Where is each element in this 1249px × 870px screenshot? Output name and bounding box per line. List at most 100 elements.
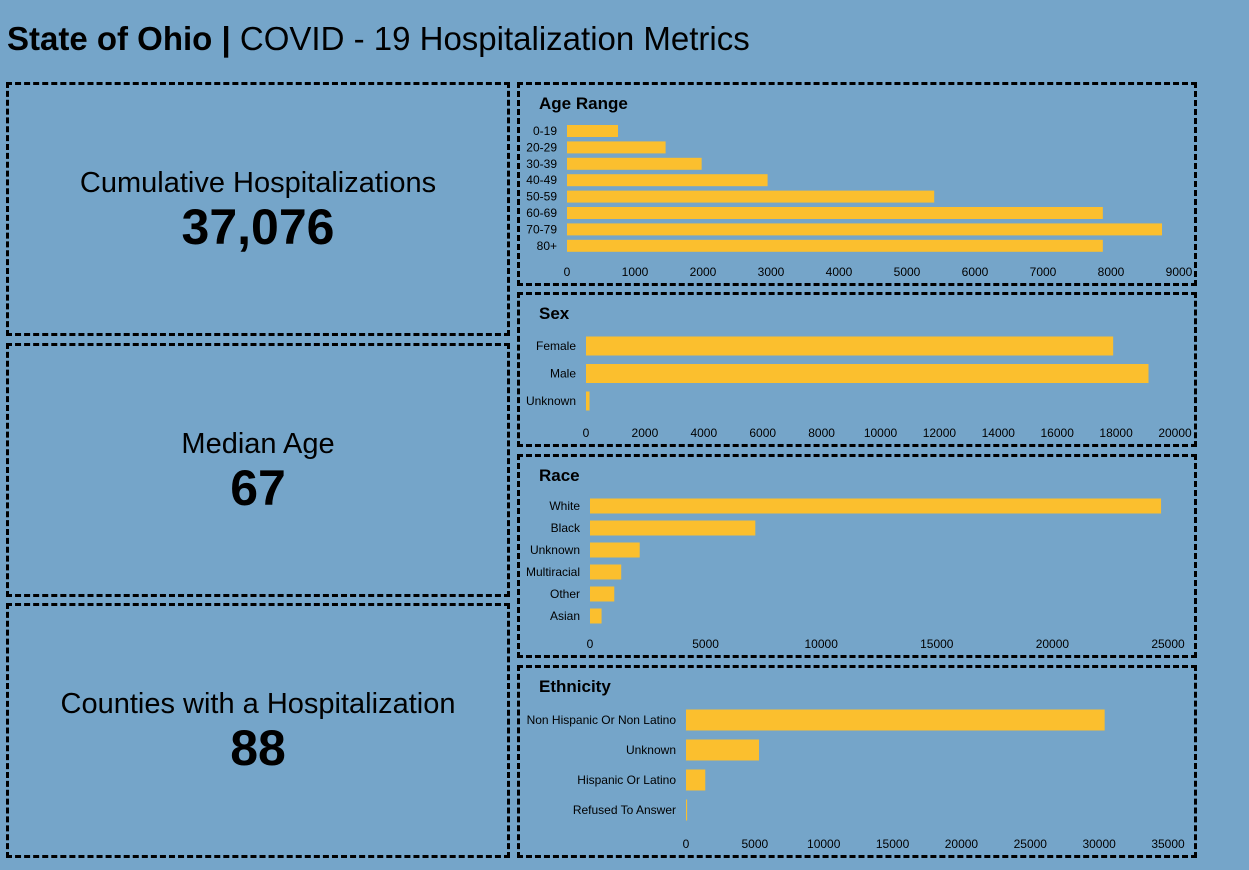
sex-x-tick-label: 0 [583, 426, 590, 440]
race-x-tick-label: 10000 [805, 637, 839, 651]
sex-category-label: Unknown [526, 394, 576, 408]
age-range-x-tick-label: 6000 [962, 265, 989, 279]
age-range-x-tick-label: 9000 [1166, 265, 1193, 279]
ethnicity-category-label: Non Hispanic Or Non Latino [527, 713, 677, 727]
ethnicity-chart: Ethnicity Non Hispanic Or Non Latino Unkno… [517, 665, 1197, 858]
page-title-rest: COVID - 19 Hospitalization Metrics [230, 20, 750, 57]
ethnicity-title: Ethnicity [539, 677, 611, 696]
age-range-category-label: 80+ [537, 239, 557, 253]
sex-bar [586, 364, 1149, 383]
age-range-chart: Age Range 0-19 20-29 30-39 40-49 50-59 60-69 70… [517, 82, 1197, 286]
ethnicity-bar [686, 739, 759, 761]
kpi-cumulative-label: Cumulative Hospitalizations [79, 166, 437, 199]
age-range-bar [567, 239, 1103, 252]
sex-bar [586, 336, 1114, 356]
age-range-x-tick-label: 0 [564, 265, 571, 279]
age-range-bar [567, 125, 618, 137]
age-range-x-tick-label: 4000 [826, 265, 853, 279]
ethnicity-x-tick-label: 30000 [1082, 837, 1116, 851]
sex-x-tick-label: 4000 [690, 426, 717, 440]
kpi-counties-value: 88 [230, 720, 286, 776]
ethnicity-bar [686, 709, 1105, 731]
ethnicity-chart-svg: Ethnicity Non Hispanic Or Non Latino Unkno… [527, 677, 1185, 851]
race-x-tick-label: 20000 [1036, 637, 1070, 651]
ethnicity-x-tick-label: 10000 [807, 837, 841, 851]
kpi-counties-label: Counties with a Hospitalization [60, 688, 456, 720]
race-chart-svg: Race White Black Unknown Multiracial Other Asi… [526, 466, 1185, 651]
age-range-bar [567, 141, 666, 154]
sex-x-tick-label: 8000 [808, 426, 835, 440]
age-range-x-tick-label: 8000 [1098, 265, 1125, 279]
kpi-cumulative-hospitalizations: Cumulative Hospitalizations 37,076 [6, 82, 510, 336]
age-range-bar [567, 174, 768, 187]
race-x-tick-label: 15000 [920, 637, 954, 651]
kpi-counties: Counties with a Hospitalization 88 [6, 603, 510, 858]
race-bar [590, 608, 602, 624]
race-category-label: Black [551, 521, 581, 535]
age-range-category-label: 0-19 [533, 124, 557, 138]
race-bar [590, 542, 640, 558]
page-title-bold: State of Ohio | [7, 20, 231, 57]
age-range-category-label: 40-49 [526, 173, 557, 187]
race-bar [590, 498, 1162, 514]
age-range-x-tick-label: 3000 [758, 265, 785, 279]
ethnicity-x-tick-label: 20000 [945, 837, 979, 851]
ethnicity-category-label: Refused To Answer [573, 803, 676, 817]
age-range-category-label: 70-79 [526, 222, 557, 236]
race-category-label: Multiracial [526, 565, 580, 579]
age-range-bar [567, 223, 1162, 236]
age-range-chart-svg: Age Range 0-19 20-29 30-39 40-49 50-59 60-69 70… [526, 94, 1193, 279]
kpi-median-age-value: 67 [230, 459, 286, 516]
sex-x-tick-label: 16000 [1041, 426, 1075, 440]
age-range-x-tick-label: 1000 [622, 265, 649, 279]
ethnicity-bar [686, 769, 706, 791]
sex-x-tick-label: 2000 [632, 426, 659, 440]
age-range-category-label: 30-39 [526, 157, 557, 171]
race-category-label: Asian [550, 609, 580, 623]
race-bar [590, 520, 756, 536]
age-range-x-tick-label: 7000 [1030, 265, 1057, 279]
ethnicity-x-tick-label: 25000 [1014, 837, 1048, 851]
age-range-category-label: 20-29 [526, 140, 557, 154]
age-range-x-tick-label: 2000 [690, 265, 717, 279]
ethnicity-bar [686, 799, 688, 821]
age-range-bar [567, 207, 1103, 219]
ethnicity-category-label: Unknown [626, 743, 676, 757]
ethnicity-x-tick-label: 15000 [876, 837, 910, 851]
ethnicity-x-tick-label: 0 [683, 837, 690, 851]
sex-x-tick-label: 10000 [864, 426, 898, 440]
sex-category-label: Male [550, 367, 576, 381]
race-x-tick-label: 5000 [692, 637, 719, 651]
ethnicity-category-label: Hispanic Or Latino [577, 773, 676, 787]
age-range-x-tick-label: 5000 [894, 265, 921, 279]
kpi-median-age: Median Age 67 [6, 343, 510, 597]
sex-chart: Sex Female Male Unknown 0 2000 4000 6000 8000 100… [517, 292, 1197, 447]
race-bar [590, 564, 622, 580]
age-range-title: Age Range [539, 94, 628, 113]
age-range-bar [567, 157, 702, 170]
race-x-tick-label: 25000 [1151, 637, 1185, 651]
sex-x-tick-label: 12000 [923, 426, 957, 440]
ethnicity-x-tick-label: 5000 [742, 837, 769, 851]
age-range-category-label: 60-69 [526, 206, 557, 220]
race-chart: Race White Black Unknown Multiracial Other Asi… [517, 454, 1197, 658]
sex-title: Sex [539, 304, 570, 323]
race-bar [590, 586, 615, 602]
sex-x-tick-label: 14000 [982, 426, 1016, 440]
page-title: State of Ohio | COVID - 19 Hospitalizati… [7, 20, 750, 58]
sex-chart-svg: Sex Female Male Unknown 0 2000 4000 6000 8000 100… [526, 304, 1192, 440]
sex-bar [586, 391, 590, 411]
race-x-tick-label: 0 [587, 637, 594, 651]
kpi-cumulative-value: 37,076 [181, 198, 335, 255]
sex-category-label: Female [536, 339, 576, 353]
kpi-median-age-label: Median Age [181, 427, 335, 460]
race-title: Race [539, 466, 580, 485]
sex-x-tick-label: 6000 [749, 426, 776, 440]
age-range-category-label: 50-59 [526, 190, 557, 204]
age-range-bar [567, 190, 935, 203]
sex-x-tick-label: 20000 [1158, 426, 1192, 440]
race-category-label: Unknown [530, 543, 580, 557]
race-category-label: White [549, 499, 580, 513]
race-category-label: Other [550, 587, 580, 601]
ethnicity-x-tick-label: 35000 [1151, 837, 1185, 851]
